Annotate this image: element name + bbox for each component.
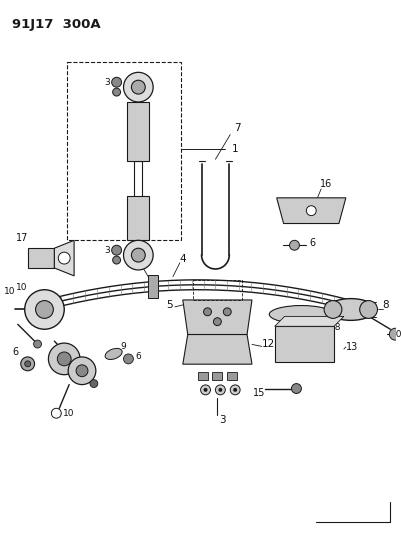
Bar — [275, 326, 334, 362]
Ellipse shape — [105, 349, 122, 359]
Text: 9: 9 — [121, 342, 126, 351]
Text: 14: 14 — [346, 304, 359, 314]
Bar — [227, 372, 237, 380]
Bar — [198, 372, 207, 380]
Text: 1: 1 — [232, 144, 239, 155]
Circle shape — [213, 318, 221, 326]
Circle shape — [57, 352, 71, 366]
Circle shape — [58, 252, 70, 264]
Circle shape — [25, 361, 30, 367]
Circle shape — [90, 379, 98, 387]
Circle shape — [68, 357, 96, 385]
Ellipse shape — [360, 301, 377, 318]
Circle shape — [204, 388, 207, 392]
Circle shape — [204, 308, 211, 316]
Text: 2: 2 — [116, 246, 122, 255]
Text: 5: 5 — [167, 300, 173, 310]
Polygon shape — [277, 198, 346, 223]
Ellipse shape — [269, 305, 334, 324]
Circle shape — [124, 354, 134, 364]
Text: 12: 12 — [262, 340, 275, 350]
Polygon shape — [275, 317, 344, 326]
Text: 7: 7 — [234, 123, 241, 133]
Bar — [213, 372, 222, 380]
Text: 8: 8 — [382, 300, 389, 310]
Bar — [193, 280, 242, 300]
Circle shape — [132, 80, 145, 94]
Circle shape — [292, 384, 302, 393]
Ellipse shape — [326, 298, 375, 320]
Text: 18: 18 — [330, 323, 342, 332]
Circle shape — [111, 245, 122, 255]
Text: 3: 3 — [219, 415, 226, 424]
Text: 2: 2 — [116, 78, 122, 87]
Text: 3: 3 — [104, 78, 109, 87]
Circle shape — [25, 290, 64, 329]
Circle shape — [223, 308, 231, 316]
Polygon shape — [183, 300, 252, 335]
Text: 91J17  300A: 91J17 300A — [12, 19, 101, 31]
Circle shape — [21, 357, 34, 371]
Circle shape — [111, 77, 122, 87]
Circle shape — [219, 388, 222, 392]
Ellipse shape — [324, 301, 342, 318]
Text: 10: 10 — [63, 409, 75, 418]
Circle shape — [200, 385, 211, 395]
Text: 6: 6 — [136, 352, 141, 361]
Text: 10: 10 — [4, 287, 16, 296]
Bar — [128, 196, 149, 240]
Circle shape — [230, 385, 240, 395]
Text: 3: 3 — [104, 246, 109, 255]
Circle shape — [389, 328, 401, 340]
Circle shape — [233, 388, 237, 392]
Polygon shape — [183, 335, 252, 364]
Circle shape — [113, 88, 121, 96]
Circle shape — [49, 343, 80, 375]
Circle shape — [290, 240, 300, 250]
Bar — [67, 62, 181, 240]
Circle shape — [34, 340, 41, 348]
Polygon shape — [28, 248, 55, 268]
Circle shape — [124, 72, 153, 102]
Circle shape — [113, 256, 121, 264]
Text: 4: 4 — [180, 254, 186, 264]
Bar — [128, 102, 149, 161]
Text: 15: 15 — [253, 389, 265, 399]
Text: 13: 13 — [346, 342, 358, 352]
Text: 18: 18 — [130, 252, 141, 261]
Text: 17: 17 — [16, 233, 28, 244]
Text: 10: 10 — [391, 330, 401, 338]
Text: 11: 11 — [57, 351, 68, 360]
Text: 16: 16 — [320, 179, 332, 189]
Text: 10: 10 — [16, 283, 28, 292]
Text: 6: 6 — [13, 347, 19, 357]
Polygon shape — [55, 240, 74, 276]
Circle shape — [36, 301, 53, 318]
Circle shape — [124, 240, 153, 270]
Circle shape — [306, 206, 316, 216]
Bar — [148, 274, 158, 298]
Circle shape — [132, 248, 145, 262]
Text: 6: 6 — [309, 238, 315, 248]
Circle shape — [76, 365, 88, 377]
Circle shape — [215, 385, 225, 395]
